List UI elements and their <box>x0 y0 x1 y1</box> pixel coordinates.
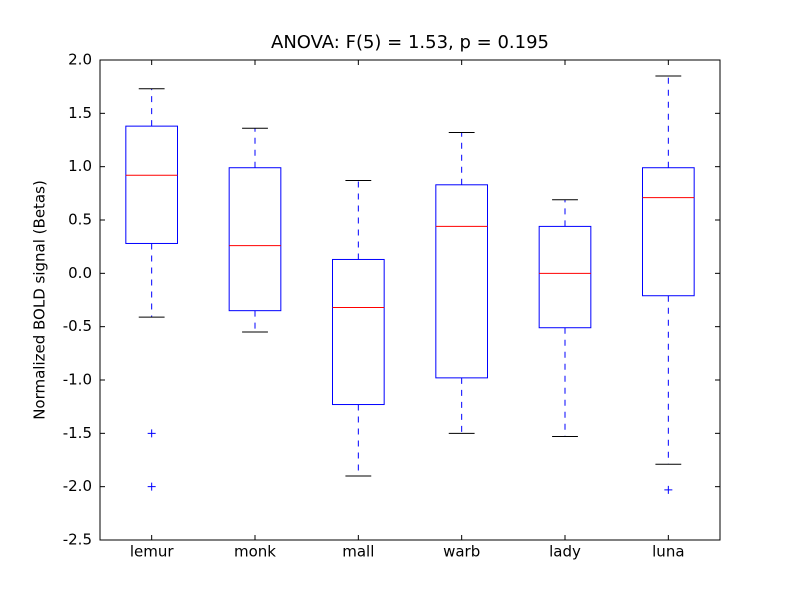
box <box>228 167 282 312</box>
x-tick-label: luna <box>652 543 684 561</box>
y-tick-label: 2.0 <box>68 51 92 69</box>
x-tick-label: mall <box>342 543 374 561</box>
y-tick-label: 1.0 <box>68 157 92 175</box>
box <box>125 125 179 244</box>
x-tick-label: lemur <box>130 543 175 561</box>
x-tick-label: lady <box>549 543 581 561</box>
plot-frame <box>99 59 721 541</box>
box <box>435 184 489 379</box>
x-tick-label: warb <box>443 543 480 561</box>
y-axis-label: Normalized BOLD signal (Betas) <box>31 180 49 420</box>
x-tick-label: monk <box>234 543 276 561</box>
box <box>538 225 592 329</box>
flier <box>664 485 673 494</box>
y-tick-label: 0.0 <box>68 264 92 282</box>
chart-title: ANOVA: F(5) = 1.53, p = 0.195 <box>271 32 549 53</box>
y-tick-label: -2.0 <box>63 477 92 495</box>
y-tick-label: 1.5 <box>68 104 92 122</box>
y-tick-label: -0.5 <box>63 317 92 335</box>
flier <box>147 429 156 438</box>
flier <box>147 482 156 491</box>
y-tick-label: 0.5 <box>68 211 92 229</box>
y-tick-label: -1.5 <box>63 424 92 442</box>
box <box>642 167 695 297</box>
box <box>332 258 385 406</box>
y-tick-label: -1.0 <box>63 371 92 389</box>
y-tick-label: -2.5 <box>63 531 92 549</box>
